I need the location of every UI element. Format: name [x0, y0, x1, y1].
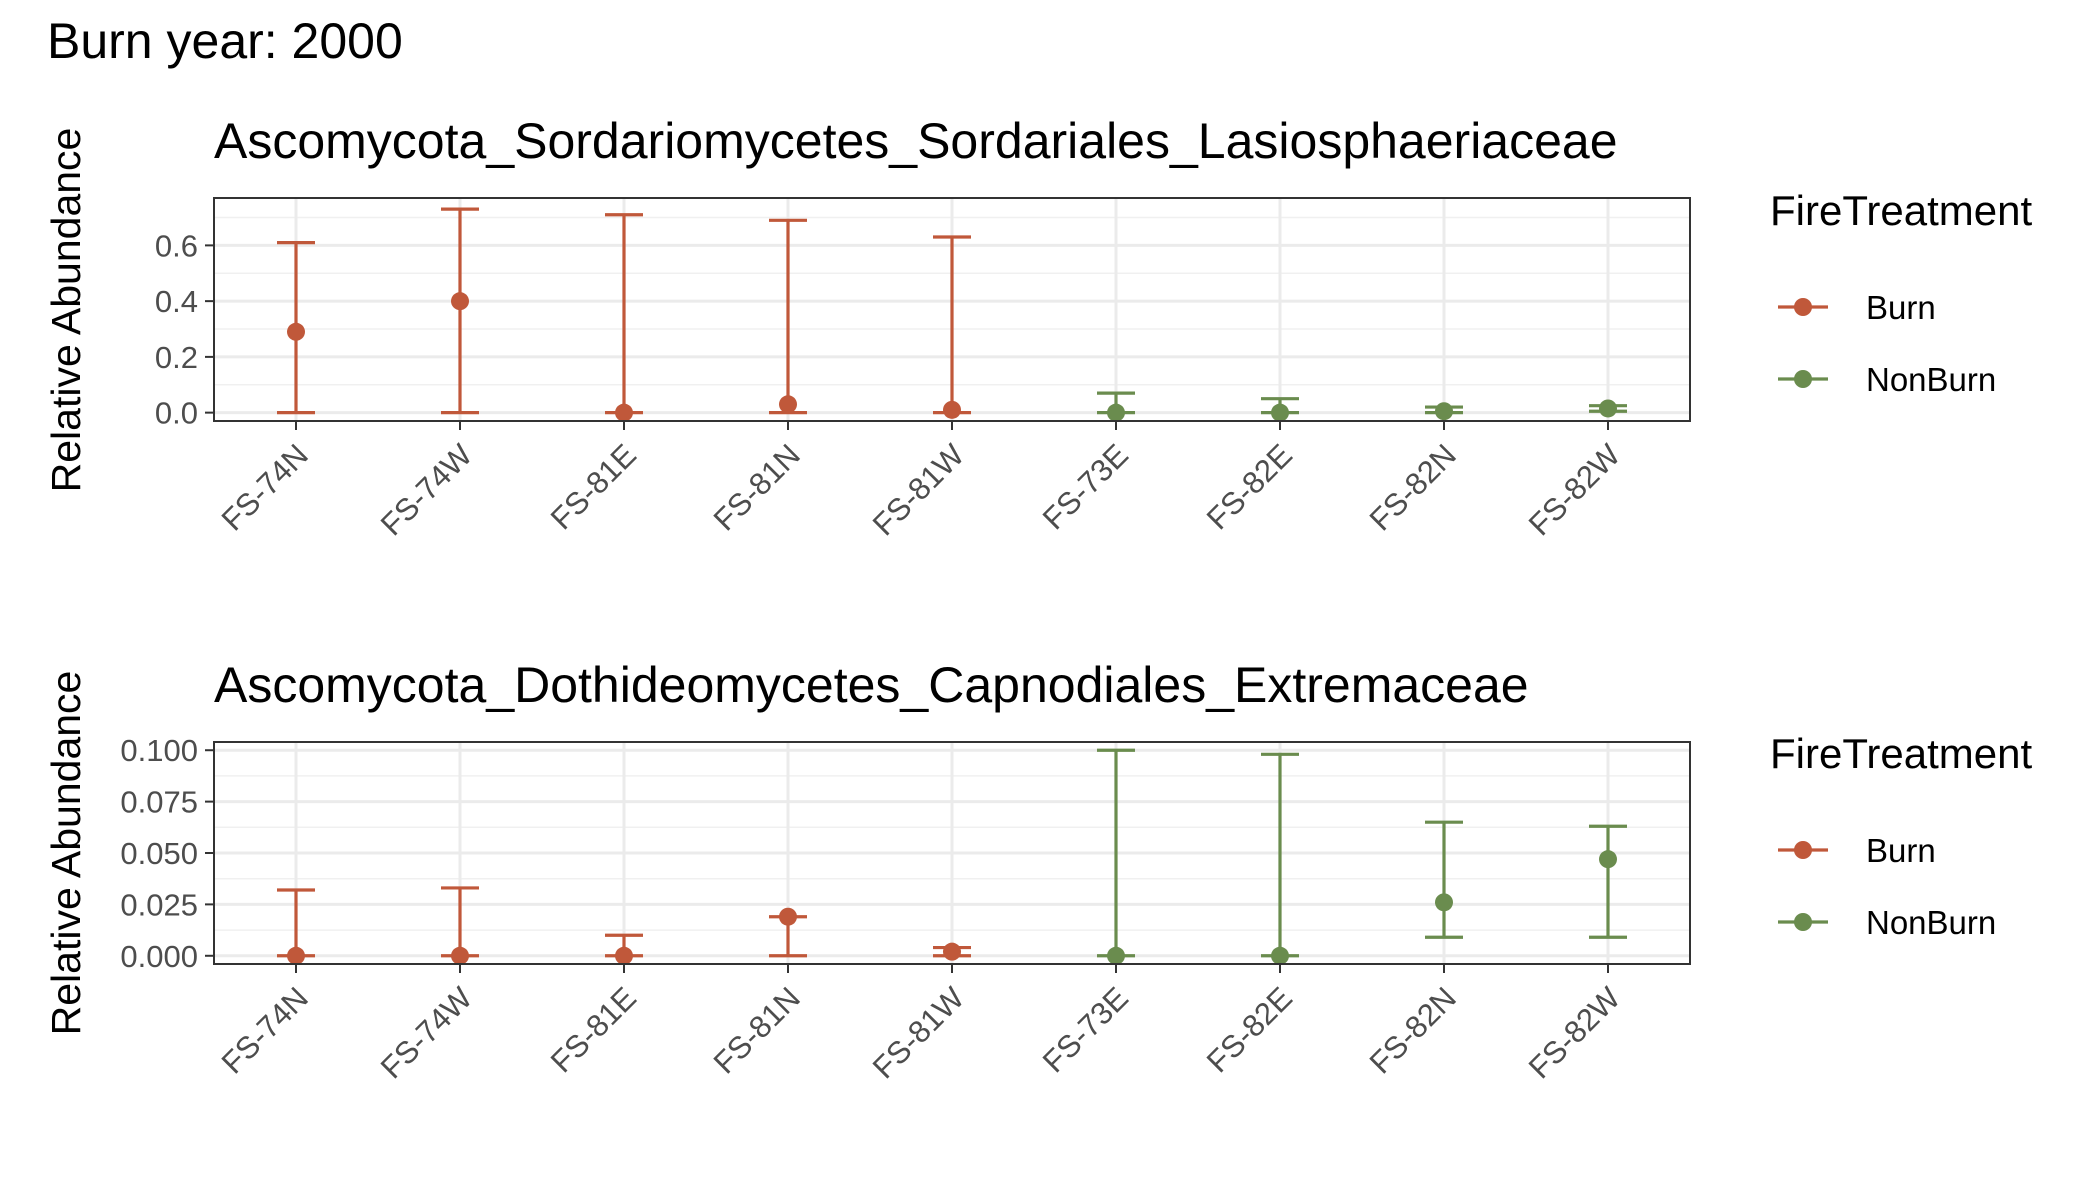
data-point: [1599, 850, 1617, 869]
y-tick-label: 0.0: [155, 396, 198, 431]
data-point: [779, 907, 797, 926]
data-point: [615, 946, 633, 965]
y-tick-label: 0.075: [120, 785, 198, 820]
x-tick-label: FS-82N: [1363, 980, 1463, 1080]
x-tick-label: FS-74N: [215, 980, 315, 1080]
data-point: [779, 395, 797, 414]
y-axis-label: Relative Abundance: [43, 128, 89, 493]
data-point: [287, 946, 305, 965]
data-point: [1271, 403, 1289, 422]
legend-title: FireTreatment: [1770, 187, 2033, 234]
x-tick-label: FS-81N: [707, 980, 807, 1080]
panel-title: Ascomycota_Dothideomycetes_Capnodiales_E…: [214, 657, 1529, 713]
x-tick-label: FS-82E: [1200, 980, 1299, 1079]
legend-label: Burn: [1866, 832, 1936, 869]
x-tick-label: FS-81W: [866, 437, 972, 543]
x-tick-label: FS-81E: [544, 437, 643, 536]
plot-border: [213, 197, 1691, 422]
x-tick-label: FS-73E: [1036, 980, 1135, 1079]
y-axis-label: Relative Abundance: [43, 671, 89, 1036]
x-tick-label: FS-74W: [374, 980, 480, 1086]
legend-label: Burn: [1866, 289, 1936, 326]
data-point: [1107, 946, 1125, 965]
legend-key-point: [1794, 841, 1812, 859]
chart-panel-2: 0.000 0.025 0.050 0.075 0.100 FS-74N FS-74W FS-…: [43, 657, 2033, 1085]
y-tick-label: 0.050: [120, 836, 198, 871]
data-point: [451, 292, 469, 311]
legend-key-point: [1794, 370, 1812, 388]
data-point: [451, 946, 469, 965]
data-point: [1435, 893, 1453, 912]
x-tick-label: FS-82E: [1200, 437, 1299, 536]
legend-label: NonBurn: [1866, 904, 1996, 941]
data-point: [1599, 399, 1617, 418]
panel-title: Ascomycota_Sordariomycetes_Sordariales_L…: [214, 113, 1618, 169]
plot-border: [213, 741, 1691, 965]
data-point: [1435, 402, 1453, 421]
x-tick-label: FS-82W: [1522, 980, 1628, 1086]
legend-key-point: [1794, 298, 1812, 316]
figure-title: Burn year: 2000: [47, 13, 403, 69]
data-point: [943, 942, 961, 961]
x-tick-label: FS-81N: [707, 437, 807, 537]
legend-key-point: [1794, 913, 1812, 931]
legend-title: FireTreatment: [1770, 730, 2033, 777]
x-tick-label: FS-82W: [1522, 437, 1628, 543]
data-point: [287, 322, 305, 341]
x-tick-label: FS-74W: [374, 437, 480, 543]
data-point: [1107, 403, 1125, 422]
y-tick-label: 0.025: [120, 887, 198, 922]
x-tick-label: FS-81E: [544, 980, 643, 1079]
y-tick-label: 0.2: [155, 340, 198, 375]
chart-panel-1: 0.0 0.2 0.4 0.6 FS-74N FS-74W FS-81E FS-81N FS-8…: [43, 113, 2033, 542]
y-tick-label: 0.100: [120, 733, 198, 768]
data-point: [615, 403, 633, 422]
y-tick-label: 0.000: [120, 939, 198, 974]
x-tick-label: FS-73E: [1036, 437, 1135, 536]
data-point: [943, 400, 961, 419]
x-tick-label: FS-74N: [215, 437, 315, 537]
legend-label: NonBurn: [1866, 361, 1996, 398]
x-tick-label: FS-81W: [866, 980, 972, 1086]
x-tick-label: FS-82N: [1363, 437, 1463, 537]
data-point: [1271, 946, 1289, 965]
y-tick-label: 0.6: [155, 228, 198, 263]
y-tick-label: 0.4: [155, 284, 198, 319]
